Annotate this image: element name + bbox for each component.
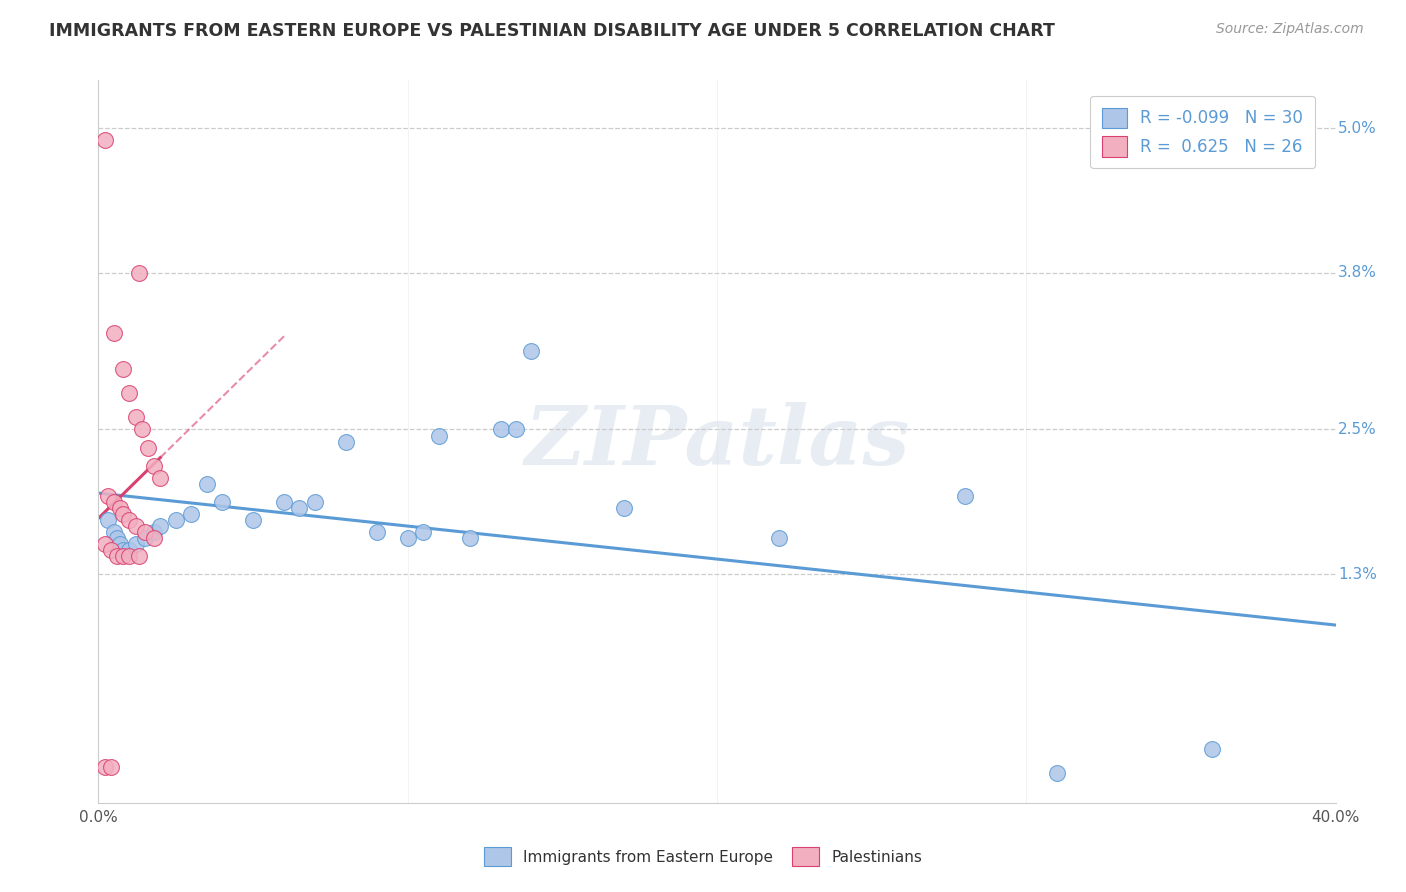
Point <box>273 494 295 508</box>
Legend: Immigrants from Eastern Europe, Palestinians: Immigrants from Eastern Europe, Palestin… <box>477 839 929 873</box>
Point <box>118 542 141 557</box>
Point <box>103 524 125 539</box>
Point <box>93 537 115 551</box>
Point <box>105 549 128 563</box>
Point <box>128 266 150 280</box>
Point <box>112 362 135 376</box>
Point <box>149 470 172 484</box>
Point <box>288 500 311 515</box>
Point <box>97 489 120 503</box>
Text: IMMIGRANTS FROM EASTERN EUROPE VS PALESTINIAN DISABILITY AGE UNDER 5 CORRELATION: IMMIGRANTS FROM EASTERN EUROPE VS PALEST… <box>49 22 1054 40</box>
Point <box>93 133 115 147</box>
Point <box>112 507 135 521</box>
Point <box>124 537 146 551</box>
Point <box>131 422 153 436</box>
Point <box>143 531 166 545</box>
Point <box>128 549 150 563</box>
Point <box>242 513 264 527</box>
Point <box>505 422 527 436</box>
Text: 3.8%: 3.8% <box>1339 266 1376 280</box>
Point <box>953 489 976 503</box>
Point <box>149 518 172 533</box>
Point <box>118 549 141 563</box>
Point <box>1046 765 1069 780</box>
Point <box>180 507 202 521</box>
Point <box>124 518 146 533</box>
Point <box>366 524 388 539</box>
Point <box>134 531 156 545</box>
Point <box>768 531 790 545</box>
Point <box>100 542 122 557</box>
Point <box>112 549 135 563</box>
Point <box>427 428 450 442</box>
Point <box>108 500 131 515</box>
Point <box>108 537 131 551</box>
Point <box>100 760 122 774</box>
Legend: R = -0.099   N = 30, R =  0.625   N = 26: R = -0.099 N = 30, R = 0.625 N = 26 <box>1091 95 1315 169</box>
Point <box>103 326 125 341</box>
Point <box>134 524 156 539</box>
Point <box>118 513 141 527</box>
Point <box>143 524 166 539</box>
Point <box>489 422 512 436</box>
Point <box>1201 741 1223 756</box>
Text: 1.3%: 1.3% <box>1339 566 1376 582</box>
Point <box>103 494 125 508</box>
Text: ZIPatlas: ZIPatlas <box>524 401 910 482</box>
Point <box>613 500 636 515</box>
Point <box>112 542 135 557</box>
Point <box>304 494 326 508</box>
Point <box>520 344 543 359</box>
Point <box>136 441 159 455</box>
Point <box>396 531 419 545</box>
Point <box>211 494 233 508</box>
Point <box>458 531 481 545</box>
Point <box>143 458 166 473</box>
Point <box>93 760 115 774</box>
Text: 2.5%: 2.5% <box>1339 422 1376 437</box>
Point <box>124 410 146 425</box>
Point <box>97 513 120 527</box>
Point <box>335 434 357 449</box>
Point <box>118 386 141 401</box>
Point <box>165 513 187 527</box>
Text: Source: ZipAtlas.com: Source: ZipAtlas.com <box>1216 22 1364 37</box>
Point <box>412 524 434 539</box>
Point <box>105 531 128 545</box>
Point <box>195 476 218 491</box>
Text: 5.0%: 5.0% <box>1339 121 1376 136</box>
